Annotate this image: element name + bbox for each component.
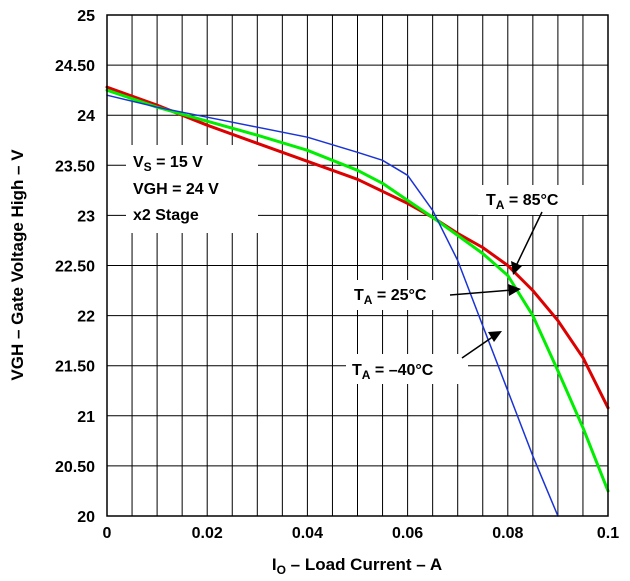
curve-label-25c-text: TA = 25°C <box>354 287 427 307</box>
curve-label-85c-rest: = 85°C <box>504 192 558 209</box>
curve-label-25c-sub: A <box>364 293 373 307</box>
curve-label-25c-arrow-line <box>449 289 513 296</box>
y-tick-label: 21 <box>77 409 95 426</box>
y-tick-label: 24 <box>77 108 95 125</box>
y-tick-label: 20.50 <box>55 459 95 476</box>
x-tick-label: 0.1 <box>597 525 619 542</box>
curve-label-85c-bg <box>478 185 588 215</box>
curve-label-25c-bg <box>348 280 456 310</box>
condition-vs-sub: S <box>144 160 152 174</box>
curve-label-minus40c: TA = –40°C <box>346 331 502 384</box>
y-tick-label: 25 <box>77 8 95 25</box>
x-axis-label: IO – Load Current – A <box>272 555 442 577</box>
curve-label-25c-arrowhead <box>508 284 521 296</box>
condition-vgh: VGH = 24 V <box>133 181 219 198</box>
conditions-box-bg <box>126 145 258 233</box>
y-axis-label: VGH – Gate Voltage High – V <box>8 149 27 381</box>
plot-frame <box>106 14 609 517</box>
x-tick-label: 0.08 <box>492 525 523 542</box>
curve-label-85c-text: TA = 85°C <box>486 192 559 212</box>
curve-label-85c-main: T <box>486 192 496 209</box>
y-tick-label: 22 <box>77 309 95 326</box>
curve-label-25c-rest: = 25°C <box>372 287 426 304</box>
y-tick-label: 22.50 <box>55 259 95 276</box>
y-tick-label: 23.50 <box>55 158 95 175</box>
curve-label-minus40c-sub: A <box>362 368 371 382</box>
y-tick-label: 23 <box>77 208 95 225</box>
curve-label-minus40c-arrow-line <box>461 335 495 359</box>
x-axis-label-main: I <box>272 555 277 574</box>
condition-stage: x2 Stage <box>133 207 199 224</box>
plot-border <box>106 14 609 517</box>
x-axis-label-rest: – Load Current – A <box>286 555 442 574</box>
curve-label-85c-sub: A <box>496 198 505 212</box>
series-group <box>105 85 610 517</box>
series-line-2 <box>106 94 559 517</box>
conditions-box: VS = 15 V VGH = 24 V x2 Stage <box>126 145 258 233</box>
curve-label-minus40c-text: TA = –40°C <box>352 362 434 382</box>
curve-label-85c-arrowhead <box>511 261 522 275</box>
grid <box>107 15 608 516</box>
x-axis-label-sub: O <box>277 563 286 577</box>
curve-label-minus40c-bg <box>346 354 468 384</box>
x-tick-label: 0.02 <box>192 525 223 542</box>
curve-label-85c: TA = 85°C <box>478 185 588 275</box>
curve-label-25c-main: T <box>354 287 364 304</box>
curve-label-minus40c-rest: = –40°C <box>370 362 433 379</box>
x-tick-label: 0.06 <box>392 525 423 542</box>
y-tick-label: 21.50 <box>55 359 95 376</box>
condition-vs: VS = 15 V <box>133 154 203 174</box>
x-tick-label: 0.04 <box>292 525 323 542</box>
curve-label-85c-arrow-line <box>515 211 543 267</box>
condition-vs-main: V <box>133 154 144 171</box>
curve-label-25c: TA = 25°C <box>348 280 521 310</box>
x-tick-label: 0 <box>103 525 112 542</box>
condition-vs-rest: = 15 V <box>152 154 203 171</box>
curve-label-minus40c-arrowhead <box>488 331 502 342</box>
series-line-1 <box>105 88 610 493</box>
y-tick-label: 24.50 <box>55 58 95 75</box>
y-tick-label: 20 <box>77 509 95 526</box>
curve-label-minus40c-main: T <box>352 362 362 379</box>
tick-labels: 0 0.02 0.04 0.06 0.08 0.1 20 20.50 21 21.50 22 22.5… <box>55 8 619 542</box>
